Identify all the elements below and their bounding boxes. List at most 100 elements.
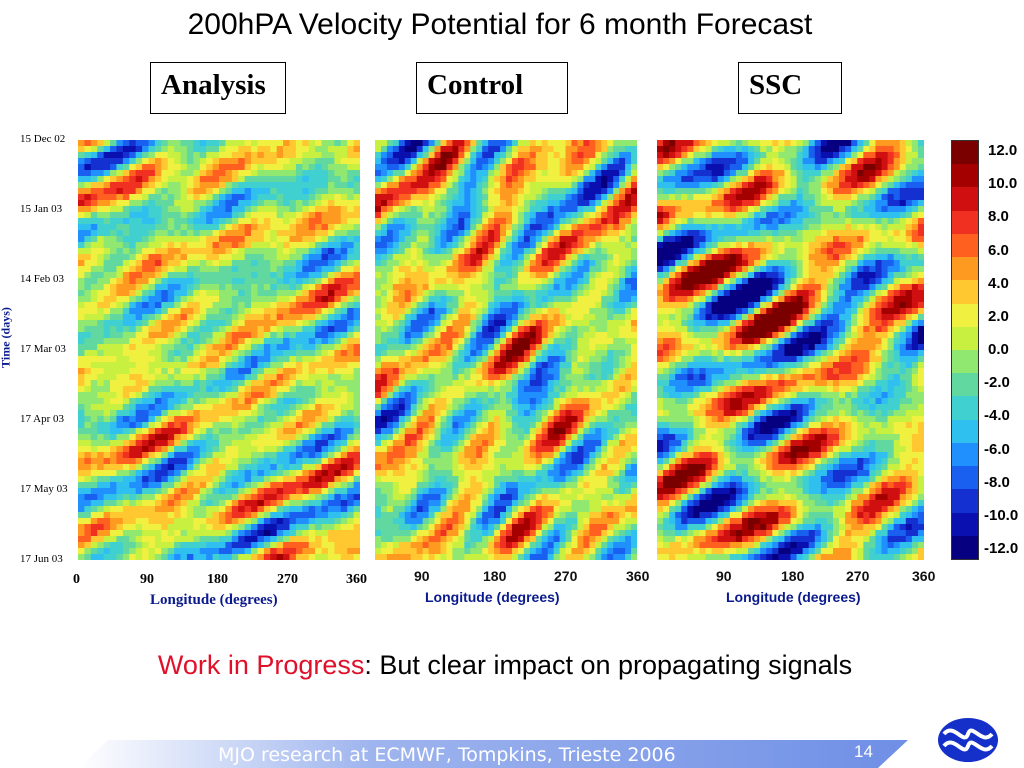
heatmap-cell [167,476,175,483]
heatmap-cell [302,302,310,309]
heatmap-cell [193,386,201,393]
heatmap-cell [553,368,561,375]
heatmap-cell [440,230,448,237]
heatmap-cell [547,356,555,363]
heatmap-cell [428,188,436,195]
ssc-label-box: SSC [738,62,842,114]
heatmap-cell [302,554,310,560]
heatmap-cell [142,158,150,165]
heatmap-cell [212,308,220,315]
heatmap-cell [90,236,98,243]
heatmap-cell [565,206,573,213]
heatmap-cell [315,362,323,369]
heatmap-cell [212,362,220,369]
heatmap-cell [84,374,92,381]
heatmap-cell [583,206,590,213]
heatmap-cell [571,332,579,339]
heatmap-cell [225,254,233,261]
heatmap-cell [122,158,130,165]
heatmap-cell [122,524,130,531]
heatmap-cell [464,164,471,171]
heatmap-cell [340,446,348,453]
heatmap-cell [410,230,418,237]
heatmap-cell [289,272,297,279]
heatmap-cell [116,506,124,513]
heatmap-cell [488,176,495,183]
heatmap-cell [470,338,477,345]
heatmap-cell [161,464,169,471]
heatmap-cell [110,326,118,333]
heatmap-cell [308,176,316,183]
heatmap-cell [276,536,284,543]
heatmap-cell [375,254,382,261]
heatmap-cell [154,362,162,369]
heatmap-cell [225,338,233,345]
heatmap-cell [263,458,271,465]
heatmap-cell [571,326,579,333]
heatmap-cell [529,344,537,351]
heatmap-cell [238,188,246,195]
heatmap-cell [122,494,130,501]
heatmap-cell [219,554,227,560]
heatmap-cell [206,278,214,285]
heatmap-cell [199,446,207,453]
heatmap-cell [464,392,471,399]
heatmap-cell [251,218,259,225]
heatmap-cell [276,374,284,381]
heatmap-cell [607,302,614,309]
heatmap-cell [257,200,265,207]
heatmap-cell [270,230,278,237]
heatmap-cell [135,530,143,537]
heatmap-cell [434,314,442,321]
heatmap-cell [595,302,602,309]
heatmap-cell [270,422,278,429]
heatmap-cell [321,452,329,459]
heatmap-cell [135,302,143,309]
heatmap-cell [595,152,602,159]
heatmap-cell [511,380,519,387]
heatmap-cell [446,206,453,213]
heatmap-cell [327,506,335,513]
heatmap-cell [206,362,214,369]
heatmap-cell [167,530,175,537]
heatmap-cell [244,524,252,531]
heatmap-cell [212,284,220,291]
heatmap-cell [276,284,284,291]
heatmap-cell [154,380,162,387]
heatmap-cell [547,170,555,177]
heatmap-cell [206,296,214,303]
heatmap-cell [452,254,459,261]
heatmap-cell [589,224,596,231]
heatmap-cell [494,248,501,255]
heatmap-cell [625,260,632,267]
heatmap-cell [517,194,525,201]
heatmap-cell [122,266,130,273]
heatmap-cell [219,344,227,351]
heatmap-cell [110,290,118,297]
heatmap-cell [398,218,406,225]
heatmap-cell [375,140,382,147]
heatmap-cell [506,362,513,369]
heatmap-cell [110,536,118,543]
heatmap-cell [476,146,483,153]
heatmap-cell [577,188,584,195]
heatmap-cell [613,350,620,357]
heatmap-cell [289,452,297,459]
heatmap-cell [565,140,573,147]
heatmap-cell [410,176,418,183]
heatmap-cell [78,440,86,447]
heatmap-cell [500,236,507,243]
heatmap-cell [583,284,590,291]
heatmap-cell [428,146,436,153]
heatmap-cell [523,320,531,327]
heatmap-cell [511,284,519,291]
heatmap-cell [257,290,265,297]
heatmap-cell [199,494,207,501]
heatmap-cell [353,320,360,327]
heatmap-cell [565,284,573,291]
heatmap-cell [263,206,271,213]
heatmap-cell [148,368,156,375]
heatmap-cell [619,140,626,147]
heatmap-cell [535,296,543,303]
heatmap-cell [103,500,111,507]
